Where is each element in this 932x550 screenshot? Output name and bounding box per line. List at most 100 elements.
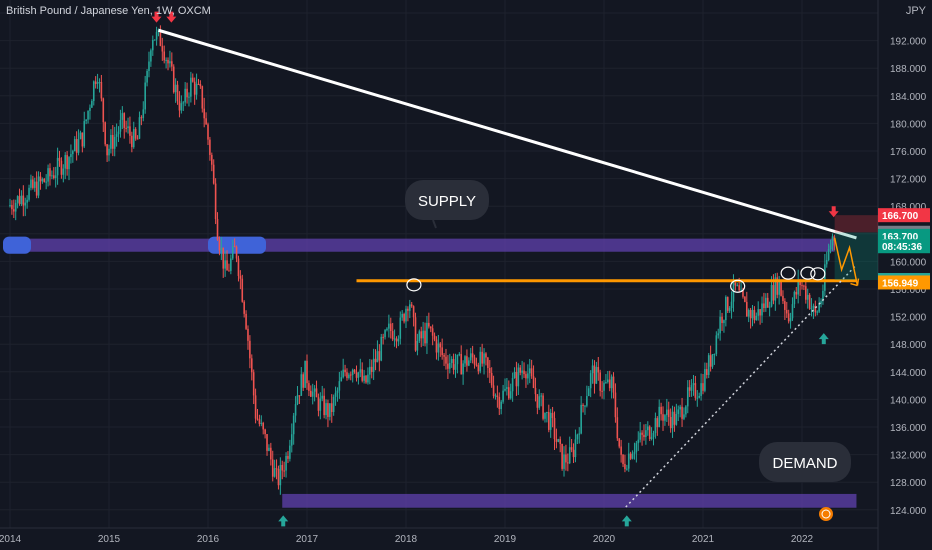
candle-body: [616, 417, 619, 439]
candle-body: [188, 96, 190, 98]
price-tag-text: 166.700: [882, 211, 919, 222]
candle-body: [363, 375, 365, 381]
candle-body: [766, 297, 769, 308]
candle-body: [770, 285, 773, 307]
candle-body: [648, 426, 651, 440]
candle-body: [13, 209, 15, 212]
candle-body: [178, 101, 181, 111]
candle-body: [738, 285, 740, 291]
candle-body: [39, 176, 42, 182]
candle-body: [582, 404, 584, 406]
candle-body: [810, 308, 813, 310]
candle-body: [376, 351, 379, 363]
candle-body: [159, 29, 162, 46]
supply-label-pointer: [432, 219, 437, 229]
candle-body: [132, 129, 135, 148]
candle-body: [298, 395, 301, 397]
candle-body: [502, 390, 504, 402]
candle-body: [549, 412, 552, 430]
candle-body: [304, 360, 306, 388]
candle-body: [820, 301, 822, 304]
candle-body: [597, 367, 600, 373]
candle-body: [195, 83, 198, 95]
candle-body: [827, 249, 830, 260]
high-marker-circle: [800, 266, 816, 280]
candle-body: [56, 157, 59, 176]
candle-body: [43, 178, 46, 183]
candle-body: [637, 439, 640, 444]
candle-body: [211, 154, 213, 165]
candle-body: [725, 297, 727, 321]
candle-body: [249, 340, 251, 359]
candle-body: [778, 281, 780, 295]
candle-body: [342, 369, 344, 378]
candle-body: [789, 318, 792, 322]
candle-body: [384, 330, 386, 338]
candle-body: [450, 359, 453, 363]
candle-body: [104, 122, 106, 145]
candle-body: [239, 275, 242, 279]
candle-body: [409, 304, 411, 311]
y-tick-label: 172.000: [890, 175, 927, 186]
candle-body: [131, 135, 133, 148]
candle-body: [723, 320, 725, 324]
candle-body: [662, 414, 664, 421]
candle-body: [220, 247, 223, 251]
candle-body: [593, 365, 596, 384]
candle-body: [565, 454, 567, 463]
candle-body: [45, 181, 47, 183]
candle-body: [155, 31, 158, 40]
candle-body: [702, 383, 704, 391]
candle-body: [742, 289, 744, 297]
candle-body: [468, 360, 470, 366]
candle-body: [696, 397, 699, 399]
candle-body: [513, 372, 516, 378]
candle-body: [660, 406, 662, 415]
candle-body: [785, 309, 788, 314]
candle-body: [365, 375, 367, 383]
candle-body: [37, 176, 40, 196]
candle-body: [167, 59, 169, 64]
candle-body: [294, 404, 297, 416]
candle-body: [325, 403, 327, 416]
candle-body: [726, 297, 729, 311]
candle-body: [546, 412, 548, 414]
candle-body: [519, 367, 522, 373]
candle-body: [523, 370, 525, 375]
candle-body: [586, 396, 588, 406]
candle-body: [11, 205, 13, 210]
zone-highlight: [3, 236, 31, 254]
candle-body: [685, 406, 687, 415]
candle-body: [66, 155, 68, 170]
candle-body: [551, 412, 554, 418]
candle-body: [323, 395, 325, 416]
candle-body: [306, 360, 308, 384]
candle-body: [776, 277, 779, 295]
candle-body: [283, 470, 285, 472]
candle-body: [418, 331, 421, 341]
event-icon: [819, 507, 833, 521]
candle-body: [605, 382, 607, 384]
candle-body: [448, 362, 451, 369]
candle-body: [290, 434, 293, 446]
candle-body: [631, 453, 634, 459]
candle-body: [667, 409, 670, 418]
candle-body: [607, 379, 609, 383]
candle-body: [146, 70, 148, 83]
candle-body: [559, 439, 562, 444]
candle-body: [765, 297, 767, 309]
y-tick-label: 124.000: [890, 506, 927, 517]
price-tag: [878, 239, 930, 254]
candle-body: [816, 311, 819, 313]
candle-body: [428, 322, 430, 327]
candle-body: [412, 306, 415, 318]
candle-body: [709, 355, 712, 367]
candle-body: [547, 412, 550, 430]
candle-body: [774, 277, 777, 301]
candle-body: [51, 175, 53, 177]
candle-body: [89, 107, 91, 111]
y-tick-label: 144.000: [890, 368, 927, 379]
candle-body: [62, 168, 65, 175]
candle-body: [664, 415, 666, 421]
